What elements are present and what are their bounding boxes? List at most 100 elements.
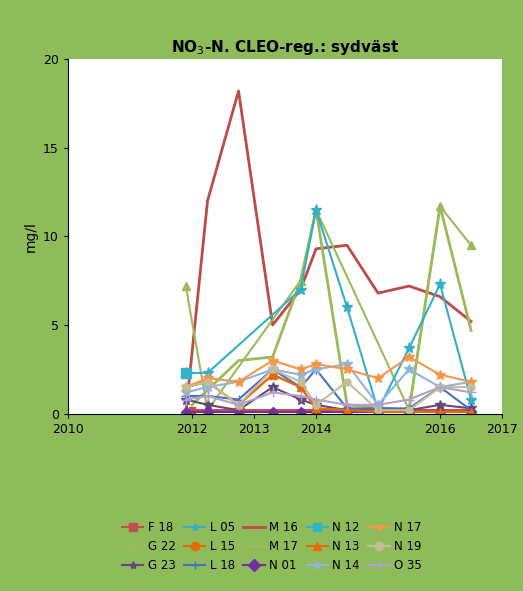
O 35 xyxy=(468,389,474,396)
N 17 xyxy=(375,375,381,382)
L 15 xyxy=(344,407,350,414)
F 18 xyxy=(189,407,195,414)
Line: N 19: N 19 xyxy=(183,366,474,414)
L 18 xyxy=(298,384,304,391)
G 23 xyxy=(437,401,443,408)
N 19 xyxy=(313,401,319,408)
O 35 xyxy=(344,401,350,408)
N 19 xyxy=(183,384,189,391)
O 35 xyxy=(183,396,189,403)
L 15 xyxy=(437,408,443,415)
M 16 xyxy=(204,197,211,204)
N 14 xyxy=(298,371,304,378)
F 18 xyxy=(437,407,443,414)
N 13 xyxy=(375,408,381,415)
L 15 xyxy=(298,384,304,391)
L 05 xyxy=(298,286,304,293)
Line: G 23: G 23 xyxy=(181,382,476,415)
L 05 xyxy=(406,345,412,352)
Legend: F 18, G 22, G 23, L 05, L 15, L 18, M 16, M 17, N 01, N 12, N 13, N 14, N 17, N : F 18, G 22, G 23, L 05, L 15, L 18, M 16… xyxy=(115,514,429,579)
Line: L 15: L 15 xyxy=(183,371,474,415)
Line: L 18: L 18 xyxy=(181,365,476,415)
L 18 xyxy=(183,392,189,400)
M 17 xyxy=(437,203,443,210)
N 14 xyxy=(437,384,443,391)
G 23 xyxy=(344,407,350,414)
L 05 xyxy=(183,369,189,376)
N 01 xyxy=(375,408,381,415)
N 19 xyxy=(269,366,276,373)
L 18 xyxy=(235,396,242,403)
M 16 xyxy=(235,87,242,95)
N 13 xyxy=(468,408,474,415)
N 17 xyxy=(298,366,304,373)
N 19 xyxy=(235,401,242,408)
G 23 xyxy=(235,407,242,414)
Line: F 18: F 18 xyxy=(189,407,474,414)
N 13 xyxy=(344,407,350,414)
Line: M 16: M 16 xyxy=(186,91,471,414)
N 19 xyxy=(468,384,474,391)
G 23 xyxy=(183,396,189,403)
Title: NO$_3$-N. CLEO-reg.: sydväst: NO$_3$-N. CLEO-reg.: sydväst xyxy=(171,38,399,57)
M 17 xyxy=(344,401,350,408)
N 17 xyxy=(437,371,443,378)
N 01 xyxy=(406,408,412,415)
M 16 xyxy=(406,282,412,290)
L 15 xyxy=(235,401,242,408)
G 23 xyxy=(406,407,412,414)
N 14 xyxy=(235,378,242,385)
N 19 xyxy=(344,378,350,385)
N 17 xyxy=(313,361,319,368)
F 18 xyxy=(406,407,412,414)
N 13 xyxy=(183,384,189,391)
N 14 xyxy=(183,389,189,396)
N 14 xyxy=(344,361,350,368)
O 35 xyxy=(313,396,319,403)
O 35 xyxy=(235,401,242,408)
N 14 xyxy=(406,366,412,373)
N 14 xyxy=(468,378,474,385)
M 16 xyxy=(183,410,189,417)
N 01 xyxy=(204,408,211,415)
Line: N 17: N 17 xyxy=(181,352,476,392)
L 18 xyxy=(468,407,474,414)
L 15 xyxy=(406,408,412,415)
L 18 xyxy=(437,384,443,391)
N 19 xyxy=(204,378,211,385)
L 15 xyxy=(313,405,319,412)
F 18 xyxy=(235,407,242,414)
Line: M 17: M 17 xyxy=(192,206,471,410)
N 01 xyxy=(313,408,319,415)
L 18 xyxy=(344,405,350,412)
M 17 xyxy=(313,206,319,213)
N 13 xyxy=(406,408,412,415)
L 18 xyxy=(375,405,381,412)
N 17 xyxy=(406,353,412,361)
L 18 xyxy=(269,366,276,373)
N 14 xyxy=(313,366,319,373)
L 05 xyxy=(375,407,381,414)
N 13 xyxy=(269,371,276,378)
L 18 xyxy=(204,392,211,400)
M 16 xyxy=(298,286,304,293)
F 18 xyxy=(375,407,381,414)
N 19 xyxy=(375,407,381,414)
N 01 xyxy=(437,408,443,415)
F 18 xyxy=(344,407,350,414)
G 22 xyxy=(468,242,474,249)
O 35 xyxy=(406,396,412,403)
N 19 xyxy=(437,384,443,391)
L 15 xyxy=(468,408,474,415)
Line: N 13: N 13 xyxy=(181,371,475,416)
M 16 xyxy=(375,290,381,297)
L 05 xyxy=(468,396,474,403)
M 16 xyxy=(437,293,443,300)
N 17 xyxy=(204,375,211,382)
L 15 xyxy=(183,384,189,391)
N 01 xyxy=(235,408,242,415)
M 17 xyxy=(298,277,304,284)
G 22 xyxy=(204,407,211,414)
G 23 xyxy=(269,384,276,391)
G 23 xyxy=(375,407,381,414)
